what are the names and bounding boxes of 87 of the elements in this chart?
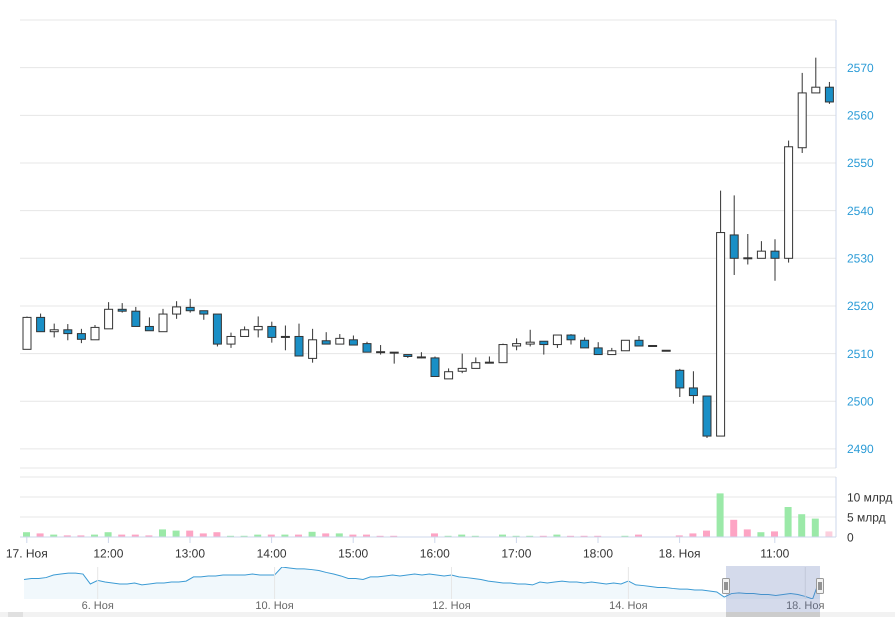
candlestick (376, 344, 386, 356)
y-tick-label: 2520 (847, 299, 874, 314)
candlestick (580, 336, 590, 348)
candlestick (158, 308, 168, 332)
bar (104, 532, 112, 537)
candlestick (566, 334, 576, 346)
bar (159, 529, 166, 537)
candlestick (63, 324, 72, 341)
bar (716, 493, 724, 537)
x-tick-label: 18. Ноя (786, 600, 824, 612)
candlestick (348, 335, 358, 346)
candlestick (267, 321, 276, 344)
bar (172, 530, 180, 537)
x-tick-label: 12. Ноя (432, 600, 471, 612)
candlestick (743, 233, 752, 265)
x-tick-label: 14:00 (256, 546, 287, 561)
y-tick-label: 2550 (847, 156, 874, 170)
candlestick (498, 343, 508, 364)
bar (744, 529, 751, 537)
x-tick-label: 16:00 (420, 546, 450, 561)
candlestick (172, 300, 182, 320)
candlestick (634, 335, 644, 346)
x-tick-label: 17. Ноя (6, 546, 48, 561)
x-tick-label: 11:00 (760, 546, 790, 561)
bar (703, 530, 710, 537)
x-tick-label: 12:00 (93, 546, 124, 561)
y-tick-label: 2500 (847, 394, 874, 409)
candlestick (199, 310, 208, 320)
candlestick (811, 57, 820, 94)
bar (757, 532, 764, 537)
bar (213, 532, 220, 537)
candlestick (240, 326, 250, 337)
candlestick (675, 368, 684, 398)
y-tick-label: 0 (847, 530, 854, 544)
candlestick (254, 316, 263, 338)
candlestick (294, 323, 304, 356)
y-tick-label: 2570 (847, 60, 874, 75)
candlestick (458, 353, 467, 374)
x-tick-label: 10. Ноя (255, 600, 294, 612)
candlestick (688, 370, 698, 404)
candlestick (362, 341, 372, 353)
x-tick-label: 14. Ноя (609, 600, 648, 612)
y-tick-label: 2510 (847, 346, 874, 361)
candlestick (280, 325, 290, 351)
y-tick-label: 2560 (847, 108, 874, 123)
candlestick (430, 356, 440, 377)
candlestick (526, 329, 535, 347)
bar (186, 530, 194, 537)
y-tick-label: 2530 (847, 252, 874, 266)
x-tick-label: 13:00 (174, 546, 206, 561)
candlestick (226, 332, 236, 348)
candlestick (308, 328, 318, 364)
candlestick (390, 352, 399, 364)
y-tick-label: 10 млрд (847, 490, 892, 504)
candlestick (76, 328, 86, 344)
candlestick (90, 324, 100, 340)
candlestick (824, 81, 834, 104)
candlestick (512, 338, 522, 351)
x-tick-label: 6. Ноя (82, 600, 114, 612)
candlestick (322, 332, 331, 345)
candlestick (36, 313, 46, 332)
y-tick-label: 2540 (847, 204, 874, 218)
bar (798, 514, 806, 537)
bar (812, 518, 819, 537)
candlestick (131, 306, 140, 327)
candlestick (471, 356, 480, 369)
candlestick (770, 238, 780, 282)
x-tick-label: 18:00 (582, 546, 614, 561)
y-tick-label: 2490 (847, 442, 874, 456)
candlestick (620, 340, 630, 352)
x-tick-label: 15:00 (338, 546, 369, 561)
y-tick-label: 5 млрд (847, 510, 886, 524)
bar (730, 520, 738, 537)
candlestick (756, 240, 766, 259)
x-tick-label: 17:00 (501, 546, 532, 561)
x-tick-label: 18. Ноя (658, 546, 701, 561)
bar (23, 532, 30, 537)
candlestick (730, 194, 739, 276)
candlestick (335, 334, 344, 345)
bar (784, 507, 792, 537)
candlestick (444, 368, 454, 380)
candlestick (594, 342, 603, 356)
candlestick (552, 334, 562, 348)
candlestick (539, 340, 548, 356)
candlestick (144, 316, 154, 332)
candlestick (186, 298, 195, 314)
candlestick (104, 302, 114, 330)
